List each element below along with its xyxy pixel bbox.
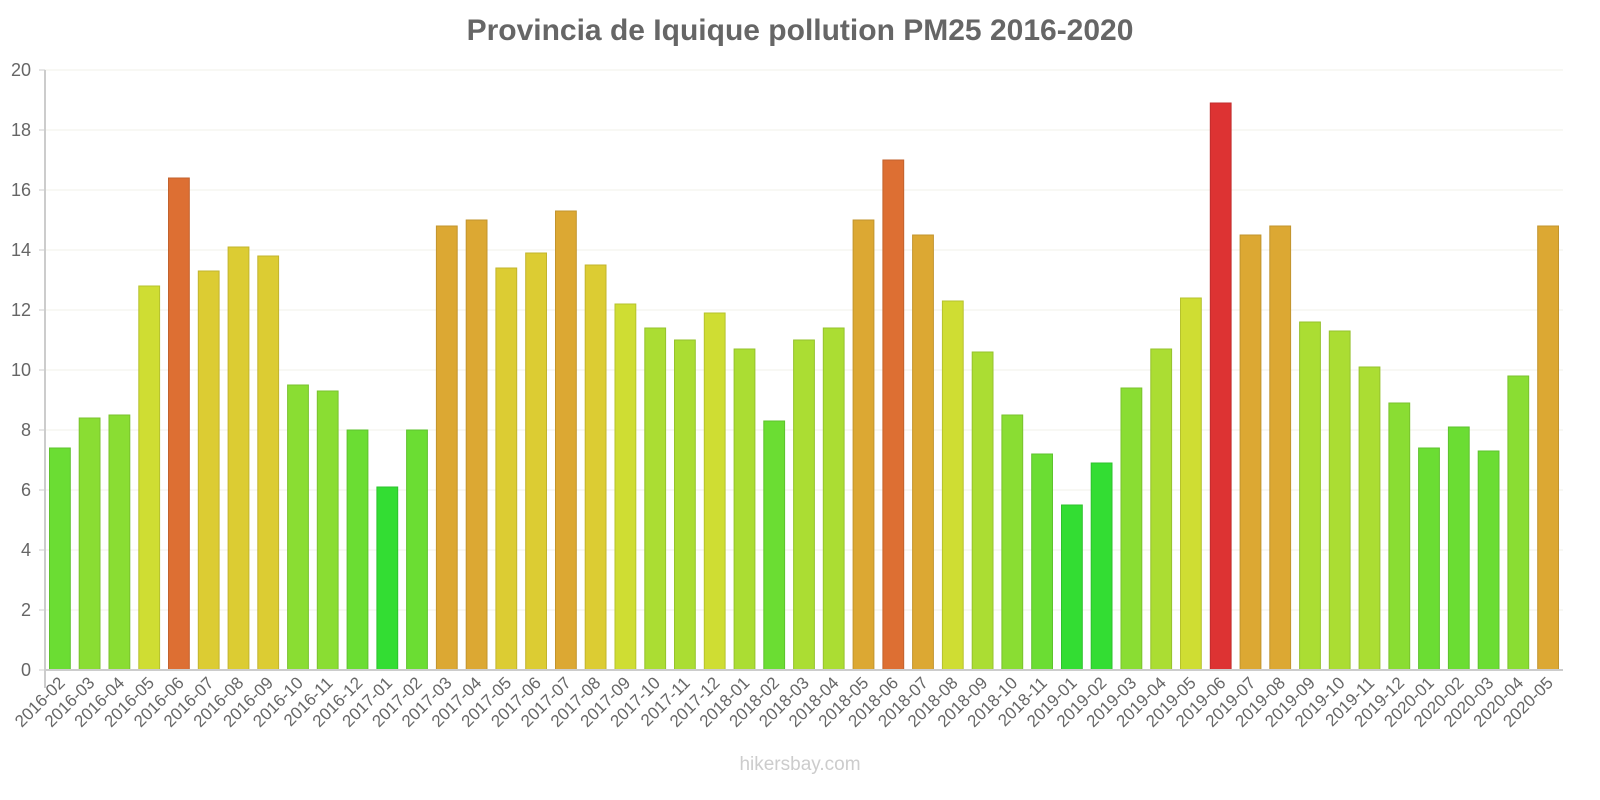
y-tick-label: 0 (21, 660, 31, 680)
bar-2018-11[interactable] (1031, 453, 1053, 671)
y-tick-label: 20 (11, 60, 31, 80)
y-tick-label: 14 (11, 240, 31, 260)
bar-2020-03[interactable] (1477, 450, 1500, 671)
bar-2019-02[interactable] (1090, 462, 1113, 671)
bar-2016-08[interactable] (227, 246, 250, 671)
bar-2016-06[interactable] (168, 177, 190, 671)
bars (49, 102, 1559, 671)
bar-2017-07[interactable] (555, 210, 577, 671)
bar-2019-01[interactable] (1061, 504, 1083, 671)
y-axis: 0 2 4 6 8 10 12 14 16 18 20 (11, 60, 46, 688)
x-axis: 2016-022016-032016-042016-052016-062016-… (11, 669, 1563, 731)
bar-2019-03[interactable] (1120, 387, 1143, 671)
bar-2018-05[interactable] (852, 219, 875, 671)
bar-2017-06[interactable] (525, 252, 548, 671)
bar-2018-09[interactable] (971, 351, 994, 671)
bar-2017-10[interactable] (644, 327, 667, 671)
bar-2017-01[interactable] (376, 486, 399, 671)
bar-2018-04[interactable] (822, 327, 845, 671)
bar-2016-11[interactable] (316, 390, 339, 671)
bar-2018-07[interactable] (912, 234, 934, 671)
bar-2017-09[interactable] (614, 303, 637, 671)
chart-title: Provincia de Iquique pollution PM25 2016… (466, 14, 1134, 47)
bar-2019-07[interactable] (1239, 234, 1262, 671)
y-tick-label: 2 (21, 600, 31, 620)
bar-2016-03[interactable] (78, 417, 101, 671)
y-tick-label: 8 (21, 420, 31, 440)
y-tick-label: 18 (11, 120, 31, 140)
bar-2020-05[interactable] (1537, 225, 1559, 671)
bar-2016-10[interactable] (287, 384, 309, 671)
bar-2016-04[interactable] (108, 414, 131, 671)
bar-2019-11[interactable] (1358, 366, 1381, 671)
bar-2018-10[interactable] (1001, 414, 1024, 671)
bar-2019-12[interactable] (1388, 402, 1411, 671)
bar-2017-04[interactable] (465, 219, 488, 671)
bar-2019-08[interactable] (1269, 225, 1292, 671)
bar-2019-09[interactable] (1299, 321, 1321, 671)
y-tick-label: 16 (11, 180, 31, 200)
bar-2017-11[interactable] (674, 339, 696, 671)
y-tick-label: 10 (11, 360, 31, 380)
bar-2019-04[interactable] (1150, 348, 1173, 671)
bar-2018-01[interactable] (733, 348, 756, 671)
bar-2016-05[interactable] (138, 285, 161, 671)
watermark: hikersbay.com (739, 754, 861, 775)
bar-2020-04[interactable] (1507, 375, 1530, 671)
y-tick-label: 12 (11, 300, 31, 320)
bar-2017-08[interactable] (584, 264, 607, 671)
y-tick-label: 6 (21, 480, 31, 500)
bar-2017-12[interactable] (703, 312, 726, 671)
bar-2020-01[interactable] (1418, 447, 1440, 671)
bar-2020-02[interactable] (1447, 426, 1470, 671)
y-tick-label: 4 (21, 540, 31, 560)
bar-2016-02[interactable] (49, 447, 71, 671)
bar-2019-05[interactable] (1180, 297, 1202, 671)
bar-2016-07[interactable] (197, 270, 220, 671)
bar-2018-03[interactable] (793, 339, 815, 671)
bar-2016-12[interactable] (346, 429, 369, 671)
bar-2017-05[interactable] (495, 267, 518, 671)
bar-2017-02[interactable] (406, 429, 428, 671)
bar-2018-08[interactable] (941, 300, 964, 671)
bar-2019-06[interactable] (1209, 102, 1232, 671)
bar-2018-02[interactable] (763, 420, 786, 671)
bar-2017-03[interactable] (435, 225, 458, 671)
bar-2018-06[interactable] (882, 159, 905, 671)
bar-2016-09[interactable] (257, 255, 280, 671)
bar-2019-10[interactable] (1328, 330, 1351, 671)
